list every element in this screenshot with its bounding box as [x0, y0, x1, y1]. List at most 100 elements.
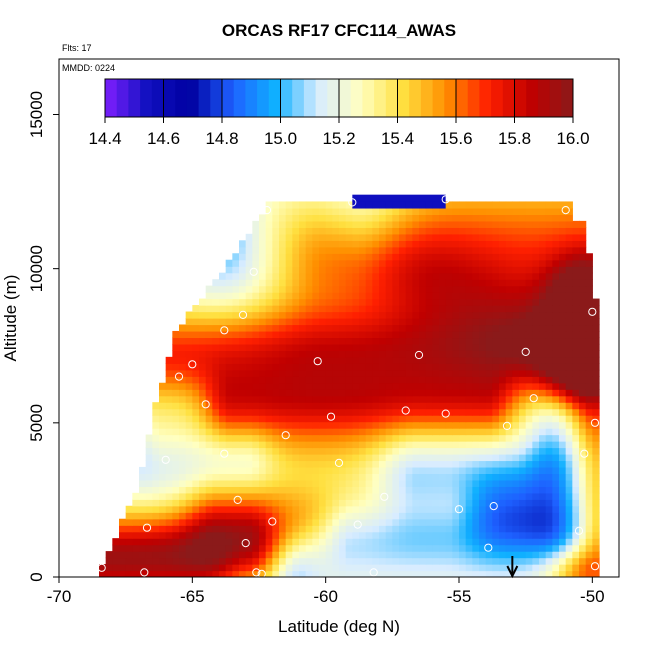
heatmap-cell — [239, 337, 247, 345]
heatmap-cell — [412, 531, 420, 539]
heatmap-cell — [225, 479, 233, 487]
heatmap-cell — [585, 356, 593, 364]
heatmap-cell — [265, 421, 273, 429]
heatmap-cell — [492, 570, 500, 577]
heatmap-cell — [459, 447, 467, 455]
heatmap-cell — [552, 453, 560, 462]
heatmap-cell — [445, 570, 453, 577]
heatmap-cell — [192, 466, 200, 474]
heatmap-cell — [505, 246, 513, 254]
heatmap-cell — [339, 551, 347, 559]
heatmap-cell — [352, 525, 360, 533]
heatmap-cell — [579, 505, 587, 513]
heatmap-cell — [445, 538, 453, 546]
heatmap-cell — [465, 311, 473, 319]
heatmap-cell — [265, 363, 273, 371]
heatmap-cell — [459, 551, 467, 559]
heatmap-cell — [399, 505, 407, 513]
heatmap-cell — [405, 233, 413, 241]
heatmap-cell — [572, 350, 580, 358]
heatmap-cell — [332, 525, 340, 533]
heatmap-cell — [265, 492, 273, 500]
heatmap-cell — [192, 337, 200, 345]
heatmap-cell — [145, 447, 153, 455]
heatmap-cell — [512, 428, 520, 436]
heatmap-cell — [239, 505, 247, 513]
heatmap-cell — [472, 285, 480, 293]
heatmap-cell — [152, 486, 160, 494]
heatmap-cell — [212, 447, 220, 455]
heatmap-cell — [425, 466, 433, 474]
heatmap-cell — [212, 512, 220, 520]
heatmap-cell — [579, 544, 587, 552]
heatmap-cell — [305, 292, 313, 300]
colorbar-tick-label: 15.0 — [264, 129, 297, 148]
heatmap-cell — [339, 279, 347, 287]
heatmap-cell — [352, 466, 360, 474]
heatmap-cell — [219, 324, 227, 332]
heatmap-cell — [412, 447, 420, 455]
heatmap-cell — [445, 324, 453, 332]
heatmap-cell — [272, 512, 280, 520]
heatmap-cell — [192, 356, 200, 364]
heatmap-cell — [252, 369, 260, 377]
heatmap-cell — [299, 428, 307, 436]
heatmap-cell — [392, 453, 400, 462]
heatmap-cell — [285, 531, 293, 539]
heatmap-cell — [459, 389, 467, 397]
heatmap-cell — [399, 253, 407, 261]
heatmap-cell — [279, 492, 287, 500]
heatmap-cell — [245, 311, 253, 319]
heatmap-cell — [439, 356, 447, 364]
heatmap-cell — [512, 324, 520, 332]
heatmap-cell — [339, 330, 347, 339]
heatmap-cell — [519, 259, 527, 267]
heatmap-cell — [219, 531, 227, 539]
heatmap-cell — [332, 272, 340, 280]
heatmap-cell — [139, 551, 147, 559]
heatmap-cell — [545, 298, 553, 306]
heatmap-cell — [265, 531, 273, 539]
heatmap-cell — [505, 214, 513, 222]
heatmap-cell — [512, 298, 520, 306]
heatmap-cell — [372, 253, 380, 261]
heatmap-cell — [359, 428, 367, 436]
heatmap-cell — [372, 492, 380, 500]
heatmap-cell — [565, 240, 573, 248]
heatmap-cell — [432, 285, 440, 293]
heatmap-cell — [519, 525, 527, 533]
heatmap-cell — [579, 272, 587, 280]
heatmap-cell — [525, 253, 533, 261]
heatmap-cell — [279, 447, 287, 455]
heatmap-cell — [379, 246, 387, 254]
heatmap-cell — [359, 551, 367, 559]
heatmap-cell — [539, 408, 547, 416]
heatmap-cell — [359, 479, 367, 487]
heatmap-cell — [292, 285, 300, 293]
heatmap-cell — [392, 564, 400, 572]
heatmap-cell — [225, 292, 233, 300]
heatmap-cell — [525, 453, 533, 462]
heatmap-cell — [372, 415, 380, 423]
heatmap-cell — [179, 376, 187, 384]
heatmap-cell — [565, 298, 573, 306]
heatmap-cell — [365, 531, 373, 539]
heatmap-cell — [139, 544, 147, 552]
heatmap-cell — [419, 259, 427, 267]
heatmap-cell — [245, 285, 253, 293]
heatmap-cell — [225, 369, 233, 377]
heatmap-cell — [259, 415, 267, 423]
heatmap-cell — [565, 421, 573, 429]
heatmap-cell — [519, 220, 527, 228]
heatmap-cell — [512, 505, 520, 513]
heatmap-cell — [285, 505, 293, 513]
heatmap-cell — [219, 292, 227, 300]
heatmap-cell — [252, 525, 260, 533]
heatmap-cell — [512, 285, 520, 293]
heatmap-cell — [345, 207, 353, 216]
heatmap-cell — [359, 447, 367, 455]
heatmap-cell — [192, 544, 200, 552]
heatmap-cell — [565, 324, 573, 332]
heatmap-cell — [452, 564, 460, 572]
